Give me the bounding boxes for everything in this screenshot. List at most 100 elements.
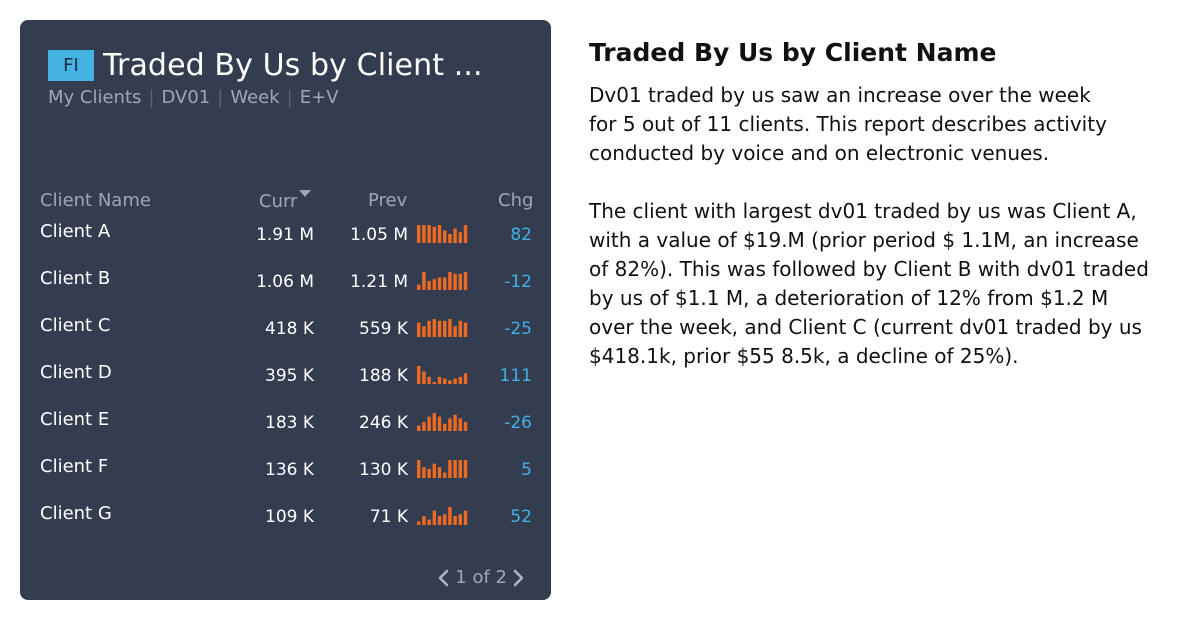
column-header-curr[interactable]: Curr: [259, 190, 312, 212]
table-row[interactable]: Client F 136 K 130 K 5: [20, 456, 551, 496]
sparkline-bar: [448, 234, 452, 243]
sparkline-bar: [443, 277, 447, 290]
description-heading: Traded By Us by Client Name: [589, 38, 997, 67]
sparkline-bar: [427, 225, 431, 243]
chevron-right-icon[interactable]: [511, 569, 525, 587]
sparkline-bar: [453, 273, 457, 290]
sparkline-bar: [448, 272, 452, 290]
sparkline-bar: [463, 422, 468, 431]
sparkline-bar: [417, 521, 421, 525]
sparkline-bar: [448, 319, 452, 337]
sparkline-bar: [432, 226, 436, 243]
prev-value-cell: 559 K: [359, 319, 408, 339]
sparkline-bar: [463, 460, 468, 478]
description-line: $418.1k, prior $55 8.5k, a decline of 25…: [589, 344, 1019, 368]
table-row[interactable]: Client B 1.06 M 1.21 M -12: [20, 268, 551, 308]
sparkline-bar: [437, 320, 442, 337]
prev-value-cell: 1.05 M: [350, 225, 408, 245]
prev-value-cell: 130 K: [359, 460, 408, 480]
sparkline-bar: [448, 507, 452, 525]
change-value-cell: -12: [504, 272, 532, 292]
table-row[interactable]: Client G 109 K 71 K 52: [20, 503, 551, 543]
sparkline-bar: [422, 516, 426, 525]
sparkline-bar: [463, 225, 468, 243]
sparkline-bar: [437, 225, 442, 243]
sparkline-bar: [443, 378, 447, 384]
description-line: The client with largest dv01 traded by u…: [589, 199, 1137, 223]
table-row[interactable]: Client E 183 K 246 K -26: [20, 409, 551, 449]
change-value-cell: 52: [510, 507, 532, 527]
sparkline-bar: [443, 423, 447, 431]
description-line: over the week, and Client C (current dv0…: [589, 315, 1142, 339]
sparkline-bar: [422, 467, 426, 478]
sparkline-chart: [417, 507, 468, 525]
sparkline-bar: [427, 416, 431, 431]
table-row[interactable]: Client C 418 K 559 K -25: [20, 315, 551, 355]
sparkline-bar: [458, 273, 462, 290]
sparkline-bar: [453, 414, 457, 431]
description-paragraph-1: Dv01 traded by us saw an increase over t…: [589, 81, 1169, 168]
sparkline-chart: [417, 272, 468, 290]
column-header-chg[interactable]: Chg: [498, 190, 534, 211]
sparkline-bar: [422, 422, 426, 431]
sparkline-bar: [422, 225, 426, 243]
sparkline-bar: [453, 516, 457, 525]
sparkline-bar: [453, 460, 457, 478]
sparkline-bar: [463, 510, 468, 525]
filter-period[interactable]: Week: [230, 87, 280, 108]
sparkline-bar: [448, 418, 452, 431]
sparkline-bar: [458, 376, 462, 384]
filter-separator: |: [217, 87, 224, 108]
sparkline-chart: [417, 413, 468, 431]
column-header-client-name[interactable]: Client Name: [40, 190, 151, 211]
table-row[interactable]: Client A 1.91 M 1.05 M 82: [20, 221, 551, 261]
sparkline-bar: [417, 284, 421, 290]
sparkline-bar: [437, 376, 442, 384]
sparkline-bar: [432, 279, 436, 290]
sparkline-bar: [427, 469, 431, 478]
client-name-cell: Client F: [40, 456, 109, 477]
sparkline-bar: [417, 460, 421, 478]
sparkline-chart: [417, 225, 468, 243]
report-description: Traded By Us by Client Name Dv01 traded …: [589, 38, 1169, 371]
client-name-cell: Client B: [40, 268, 111, 289]
filter-my-clients[interactable]: My Clients: [48, 87, 142, 108]
card-title[interactable]: Traded By Us by Client ...: [103, 48, 483, 83]
sparkline-bar: [422, 326, 426, 337]
client-name-cell: Client A: [40, 221, 111, 242]
table-row[interactable]: Client D 395 K 188 K 111: [20, 362, 551, 402]
description-line: with a value of $19.M (prior period $ 1.…: [589, 228, 1139, 252]
asset-class-badge: FI: [48, 50, 94, 81]
sparkline-bar: [458, 320, 462, 337]
sparkline-bar: [437, 467, 442, 478]
sparkline-bar: [417, 225, 421, 243]
change-value-cell: -26: [504, 413, 532, 433]
title-row: FI Traded By Us by Client ...: [48, 48, 531, 83]
description-line: of 82%). This was followed by Client B w…: [589, 257, 1149, 281]
report-card: FI Traded By Us by Client ... My Clients…: [20, 20, 551, 600]
change-value-cell: 82: [510, 225, 532, 245]
sparkline-bar: [458, 232, 462, 243]
filter-measure[interactable]: DV01: [161, 87, 211, 108]
client-name-cell: Client E: [40, 409, 110, 430]
filter-separator: |: [148, 87, 155, 108]
curr-value-cell: 109 K: [265, 507, 314, 527]
sparkline-bar: [453, 228, 457, 243]
sparkline-bar: [458, 418, 462, 431]
sparkline-bar: [443, 320, 447, 337]
filter-venue[interactable]: E+V: [299, 87, 339, 108]
column-header-prev[interactable]: Prev: [368, 190, 408, 211]
sparkline-bar: [443, 472, 447, 478]
sparkline-bar: [432, 463, 436, 478]
sparkline-bar: [458, 460, 462, 478]
sparkline-bar: [432, 382, 436, 384]
prev-value-cell: 71 K: [369, 507, 408, 527]
sparkline-chart: [417, 319, 468, 337]
curr-value-cell: 1.06 M: [256, 272, 314, 292]
client-name-cell: Client D: [40, 362, 112, 383]
sparkline-bar: [417, 366, 421, 384]
sparkline-bar: [422, 272, 426, 290]
chevron-left-icon[interactable]: [437, 569, 451, 587]
prev-value-cell: 246 K: [359, 413, 408, 433]
page-indicator: 1 of 2: [455, 567, 507, 588]
